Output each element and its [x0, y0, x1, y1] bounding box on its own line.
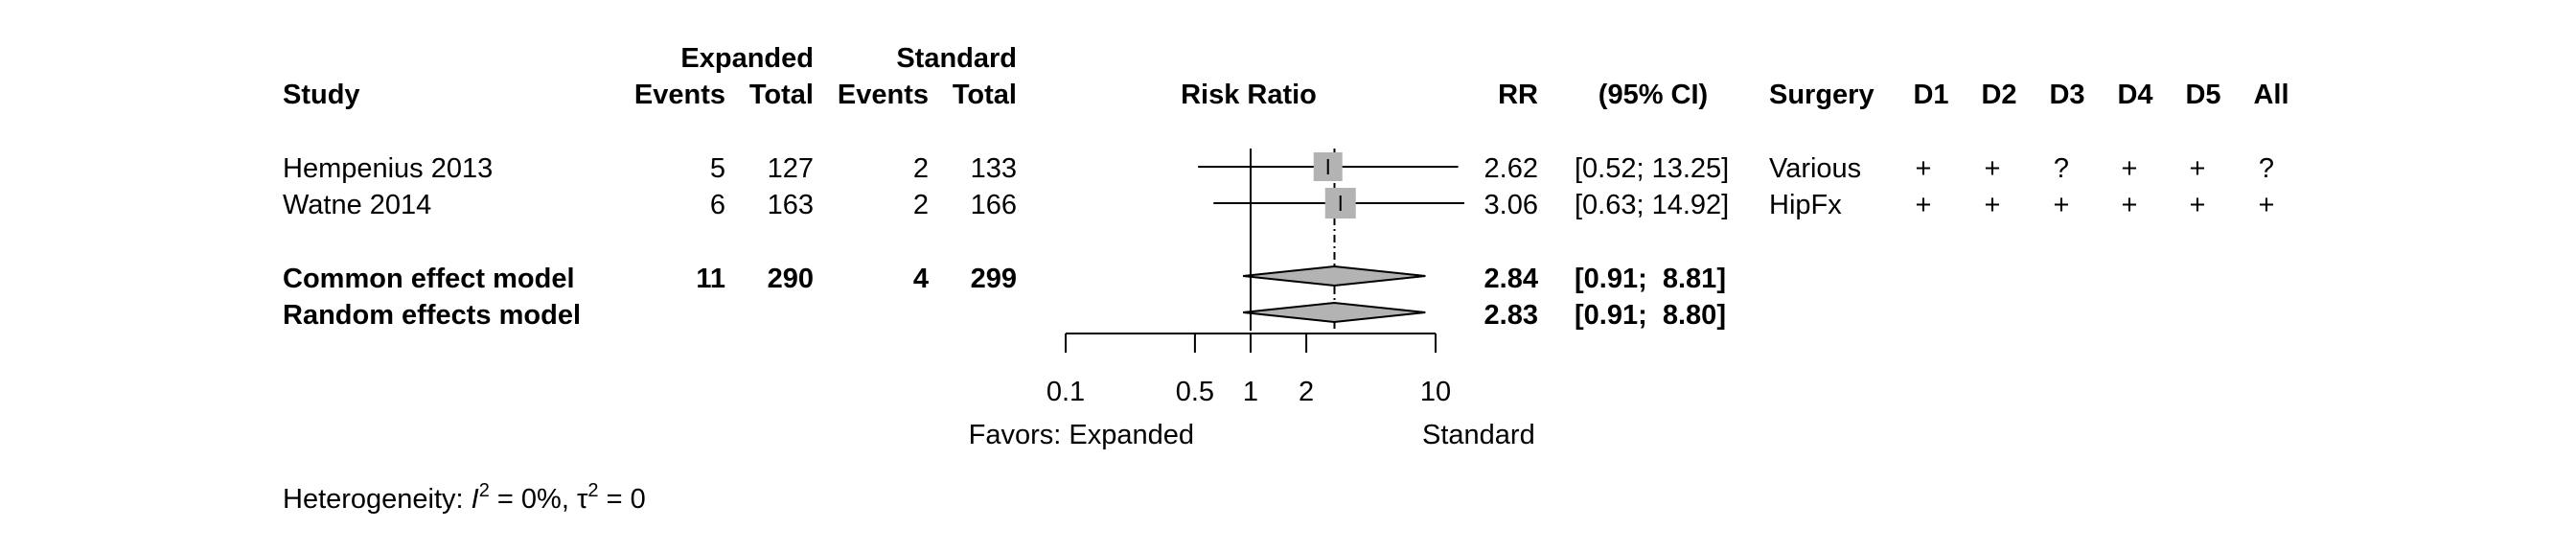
events1-cell: 6: [710, 190, 725, 220]
events2-cell: 2: [913, 153, 929, 184]
pooled-name: Random effects model: [283, 300, 581, 331]
rob-d4: +: [2122, 153, 2138, 184]
events2-header: Events: [838, 80, 929, 110]
domain-header-d4: D4: [2117, 80, 2152, 110]
total2-cell: 133: [971, 153, 1017, 184]
domain-header-all: All: [2253, 80, 2288, 110]
ci-value: [0.91; 8.80]: [1575, 300, 1726, 331]
heterogeneity-text: Heterogeneity: I2 = 0%, τ2 = 0: [283, 480, 646, 515]
rr-value: 2.62: [1484, 153, 1538, 184]
pooled-row: Common effect model 11 290 4 299 2.84 [0…: [283, 264, 1726, 294]
surgery-header: Surgery: [1769, 80, 1874, 110]
ci-header: (95% CI): [1598, 80, 1708, 110]
favors-right-label: Standard: [1422, 420, 1535, 450]
x-tick-label: 2: [1299, 377, 1314, 407]
rob-d5: +: [2190, 190, 2206, 220]
domain-header-d3: D3: [2049, 80, 2084, 110]
total1-cell: 127: [768, 153, 814, 184]
rob-d4: +: [2122, 190, 2138, 220]
pooled-diamond: [1242, 264, 1426, 288]
events2-cell: 2: [913, 190, 929, 220]
favors-left-label: Favors: Expanded: [969, 420, 1194, 450]
events1-cell: 5: [710, 153, 725, 184]
events1-cell: 11: [696, 264, 725, 294]
study-row: Watne 2014 6 163 2 166 3.06 [0.63; 14.92…: [283, 190, 2274, 220]
group1-header: Expanded: [680, 43, 814, 74]
study-header: Study: [283, 80, 360, 110]
x-tick-label: 0.5: [1176, 377, 1214, 407]
rob-d1: +: [1916, 153, 1932, 184]
rob-d5: +: [2190, 153, 2206, 184]
surgery-value: Various: [1769, 153, 1861, 184]
chart-marks: [1198, 149, 1464, 331]
group2-header: Standard: [896, 43, 1017, 74]
ci-value: [0.52; 13.25]: [1575, 153, 1729, 184]
pooled-name: Common effect model: [283, 264, 575, 294]
ci-value: [0.91; 8.81]: [1575, 264, 1726, 294]
pooled-row: Random effects model 2.83 [0.91; 8.80]: [283, 300, 1726, 331]
rob-d1: +: [1916, 190, 1932, 220]
domain-header-d2: D2: [1981, 80, 2016, 110]
events1-header: Events: [634, 80, 725, 110]
ci-value: [0.63; 14.92]: [1575, 190, 1729, 220]
x-tick-label: 10: [1420, 377, 1451, 407]
total2-header: Total: [953, 80, 1017, 110]
rob-d2: +: [1985, 153, 2001, 184]
rr-header: RR: [1498, 80, 1538, 110]
rob-d2: +: [1985, 190, 2001, 220]
pooled-diamond: [1242, 301, 1426, 324]
rr-value: 2.83: [1484, 300, 1538, 331]
surgery-value: HipFx: [1769, 190, 1842, 220]
rob-d3: ?: [2054, 153, 2069, 184]
x-tick-label: 0.1: [1046, 377, 1085, 407]
study-row: Hempenius 2013 5 127 2 133 2.62 [0.52; 1…: [283, 153, 2274, 184]
rob-all: ?: [2259, 153, 2274, 184]
x-tick-label: 1: [1243, 377, 1258, 407]
total1-cell: 163: [768, 190, 814, 220]
rr-value: 2.84: [1484, 264, 1538, 294]
events2-cell: 4: [913, 264, 929, 294]
domain-header-d5: D5: [2185, 80, 2220, 110]
rob-d3: +: [2054, 190, 2070, 220]
study-name: Hempenius 2013: [283, 153, 493, 184]
domain-header-d1: D1: [1913, 80, 1948, 110]
total2-cell: 166: [971, 190, 1017, 220]
total1-header: Total: [749, 80, 814, 110]
rob-all: +: [2259, 190, 2275, 220]
total2-cell: 299: [971, 264, 1017, 294]
total1-cell: 290: [768, 264, 814, 294]
effect-header: Risk Ratio: [1181, 80, 1317, 110]
study-name: Watne 2014: [283, 190, 431, 220]
rr-value: 3.06: [1484, 190, 1538, 220]
x-axis: 0.1 0.5 1 2 10: [1046, 333, 1451, 407]
